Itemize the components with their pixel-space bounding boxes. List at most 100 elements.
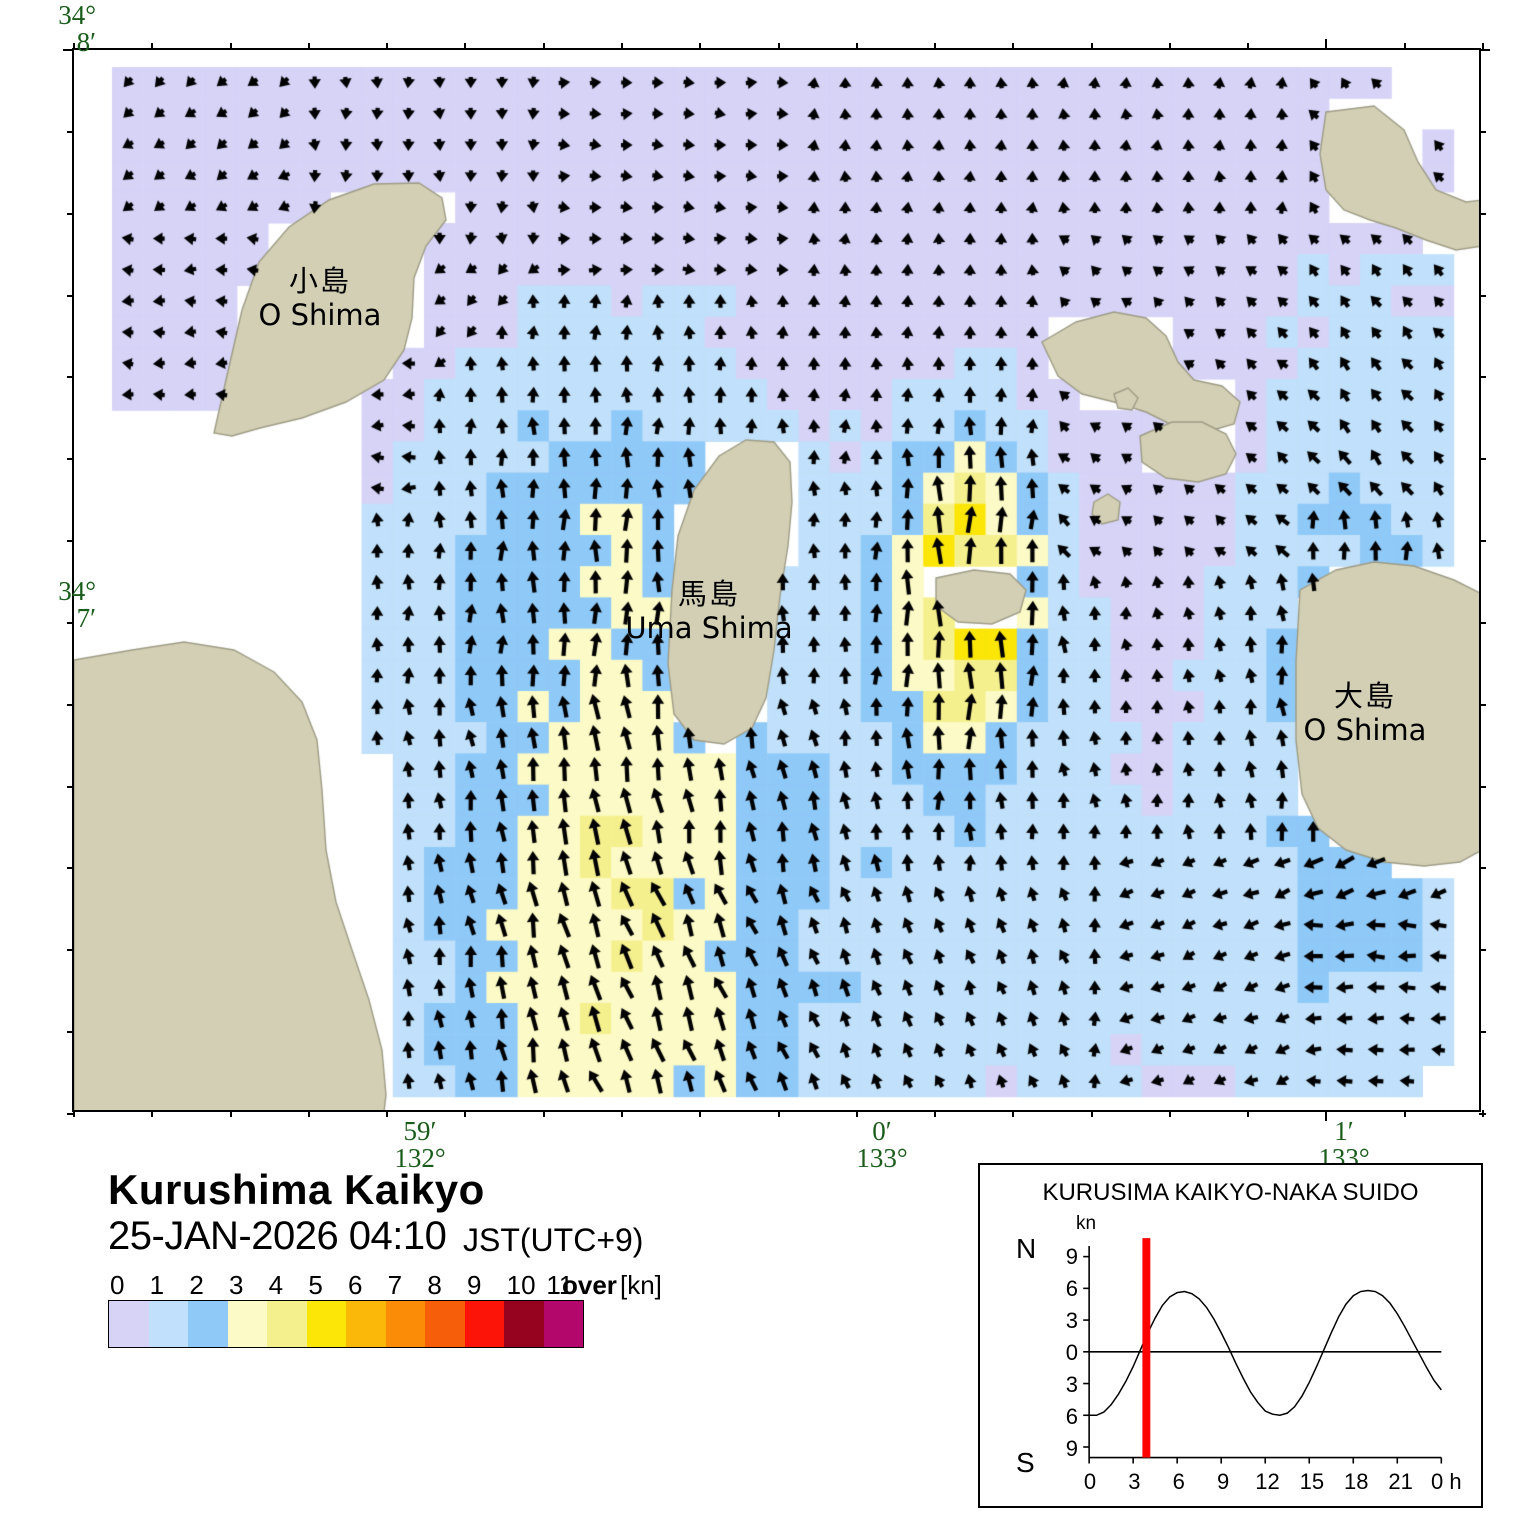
tide-chart-plot [1083, 1238, 1443, 1464]
tide-chart-north-label: N [1016, 1233, 1037, 1264]
axis-tick [1479, 867, 1486, 870]
axis-tick [1479, 49, 1490, 51]
latitude-degrees: 34° [58, 0, 96, 30]
speed-colorbar [108, 1300, 584, 1349]
latitude-minutes: 8′ [76, 27, 96, 57]
axis-tick [1479, 130, 1486, 133]
axis-tick [67, 949, 74, 952]
axis-tick [1479, 458, 1486, 461]
colorbar-tick-label: 3 [229, 1270, 244, 1301]
axis-tick [855, 43, 858, 50]
axis-tick [1479, 703, 1486, 706]
colorbar-band [504, 1301, 544, 1348]
axis-tick [1168, 1110, 1171, 1117]
tidal-current-map[interactable]: 小島 O Shima 馬島 Uma Shima 大島 O Shima [63, 39, 1490, 1121]
axis-tick [67, 867, 74, 870]
colorbar-band [267, 1301, 307, 1348]
tide-chart-x-end-label: 0 h [1431, 1469, 1462, 1494]
axis-tick [464, 1110, 467, 1117]
axis-tick [151, 43, 154, 50]
axis-tick [1247, 43, 1250, 50]
axis-tick [1403, 1110, 1406, 1117]
axis-tick [151, 1110, 154, 1117]
axis-tick [777, 1110, 780, 1117]
colorbar-tick-label: 11 [546, 1270, 574, 1301]
axis-tick [1403, 43, 1406, 50]
axis-tick [934, 43, 937, 50]
tide-y-tick-label: 3 [1065, 1307, 1078, 1333]
axis-tick [67, 703, 74, 706]
tide-y-tick-label: 6 [1065, 1275, 1078, 1301]
axis-tick [542, 1110, 545, 1117]
tide-x-tick-label: 6 [1172, 1469, 1185, 1494]
longitude-degrees: 133° [856, 1143, 908, 1173]
axis-tick [73, 43, 75, 50]
colorbar-tick-label: 9 [467, 1270, 482, 1301]
axis-tick [386, 1110, 389, 1117]
axis-tick [67, 621, 74, 624]
axis-tick [67, 785, 74, 788]
axis-tick [67, 540, 74, 543]
tide-y-tick-label: 6 [1065, 1404, 1078, 1430]
axis-tick [1479, 212, 1486, 215]
longitude-minutes: 0′ [872, 1116, 892, 1146]
axis-tick [934, 1110, 937, 1117]
tide-x-tick-label: 15 [1299, 1469, 1325, 1494]
axis-tick [1479, 540, 1486, 543]
axis-tick [855, 1110, 858, 1117]
colorbar-tick-label: 7 [387, 1270, 403, 1301]
axis-tick [1325, 39, 1328, 50]
axis-tick [67, 458, 74, 461]
axis-tick [229, 43, 232, 50]
axis-tick [307, 43, 310, 50]
timezone-text: JST(UTC+9) [463, 1222, 644, 1259]
axis-tick [464, 43, 467, 50]
tide-x-tick-label: 9 [1217, 1469, 1230, 1494]
colorbar-tick-label: 5 [308, 1270, 323, 1301]
axis-tick [1012, 43, 1015, 50]
tide-x-tick-label: 18 [1344, 1469, 1369, 1494]
colorbar-unit-label: [kn] [620, 1270, 662, 1301]
tide-x-tick-label: 0 [1083, 1469, 1097, 1494]
colorbar-tick-label: 4 [268, 1270, 284, 1301]
axis-tick [1479, 949, 1486, 952]
axis-tick [620, 1110, 623, 1117]
tide-chart-south-label: S [1016, 1447, 1035, 1478]
legend-block: Kurushima Kaikyo 25-JAN-2026 04:10 JST(U… [108, 1167, 708, 1349]
latitude-label-34-8: 34° 8′ [36, 2, 96, 56]
axis-tick [63, 49, 74, 51]
longitude-minutes: 1′ [1334, 1116, 1354, 1146]
tide-x-tick-label: 12 [1255, 1469, 1280, 1494]
axis-tick [1479, 1113, 1486, 1115]
latitude-degrees: 34° [58, 576, 96, 606]
axis-tick [1090, 43, 1093, 50]
axis-tick [1168, 43, 1171, 50]
colorbar-band [306, 1301, 346, 1348]
axis-tick [1090, 1110, 1093, 1117]
tide-current-chart-panel[interactable]: KURUSIMA KAIKYO-NAKA SUIDO kn N S 9 6 3 0 3 6… [978, 1163, 1483, 1508]
axis-tick [67, 1031, 74, 1034]
colorbar-tick-label: 8 [427, 1270, 442, 1301]
axis-tick [1479, 376, 1486, 379]
tide-y-tick-label: 9 [1065, 1436, 1078, 1462]
colorbar-tick-label: 6 [348, 1270, 363, 1301]
colorbar-band [227, 1301, 267, 1348]
axis-tick [1247, 1110, 1250, 1117]
axis-tick [1479, 621, 1486, 624]
colorbar-tick-label: 2 [189, 1270, 204, 1301]
axis-tick [542, 43, 545, 50]
longitude-label-132-59: 59′ 132° [360, 1118, 480, 1172]
colorbar-band [346, 1301, 386, 1348]
axis-tick [699, 1110, 702, 1117]
axis-tick [777, 43, 780, 50]
colorbar-tick-label: 1 [149, 1270, 165, 1301]
colorbar-band [109, 1301, 149, 1348]
longitude-minutes: 59′ [403, 1116, 437, 1146]
colorbar-tick-label: 0 [110, 1270, 125, 1301]
latitude-minutes: 7′ [76, 603, 96, 633]
datetime-text: 25-JAN-2026 04:10 [108, 1214, 447, 1259]
axis-tick [386, 43, 389, 50]
axis-tick [1325, 1110, 1328, 1121]
axis-tick [67, 212, 74, 215]
tidal-current-vector-field [74, 50, 1479, 1110]
